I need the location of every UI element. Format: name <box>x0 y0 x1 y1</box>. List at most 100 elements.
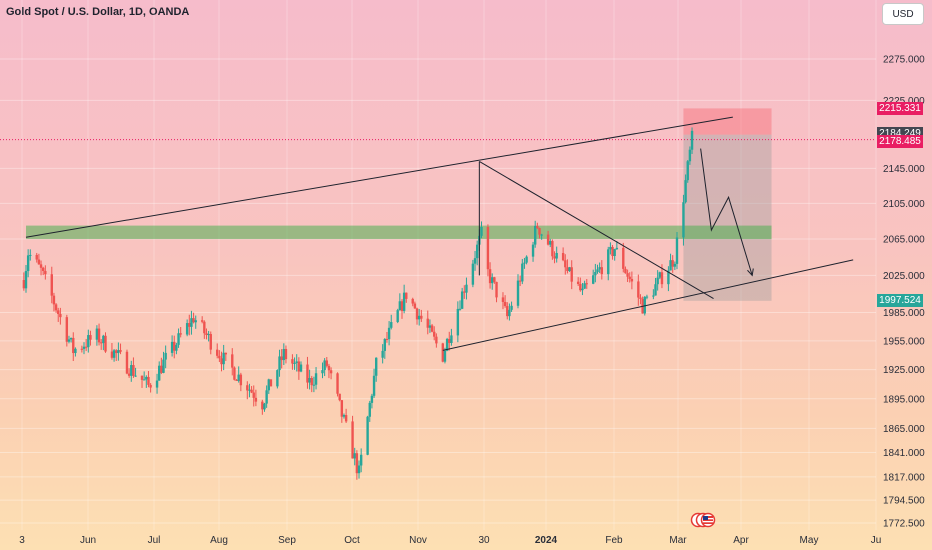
candle-body <box>667 270 670 285</box>
candle-body <box>252 392 255 398</box>
candle-body <box>132 365 135 376</box>
candle-body <box>669 260 672 271</box>
candle-body <box>503 301 507 307</box>
price-tag-stop-label: 2215.331 <box>879 102 921 114</box>
candle-body <box>396 310 399 323</box>
candle-body <box>158 365 161 381</box>
candle-body <box>179 333 182 335</box>
candle-body <box>445 338 449 351</box>
candle-body <box>428 325 432 328</box>
candle-body <box>390 322 393 328</box>
candle-body <box>583 283 586 289</box>
candle-body <box>493 277 496 282</box>
candle-body <box>102 335 105 344</box>
candle-body <box>338 393 341 401</box>
candle-body <box>546 234 550 245</box>
candle-body <box>24 271 28 289</box>
candle-body <box>140 375 144 380</box>
candle-body <box>400 301 404 311</box>
candle-body <box>375 357 378 376</box>
candle-body <box>336 373 339 394</box>
candle-body <box>192 318 195 323</box>
candle-body <box>127 373 131 376</box>
price-tag-target-label: 1997.524 <box>879 295 921 307</box>
candle-body <box>592 275 595 284</box>
y-tick-label: 2145.000 <box>883 164 925 175</box>
economic-events-icon[interactable] <box>690 512 716 528</box>
candle-body <box>456 308 460 336</box>
candle-body <box>248 389 251 391</box>
candle-body <box>564 260 567 268</box>
x-tick-label: Jun <box>80 535 96 546</box>
candle-body <box>52 295 56 305</box>
candle-body <box>293 362 296 364</box>
candle-body <box>265 390 268 404</box>
candle-body <box>443 350 447 362</box>
candle-body <box>624 268 627 274</box>
x-tick-label: Nov <box>409 535 427 546</box>
candle-body <box>327 365 331 371</box>
candle-body <box>147 376 150 385</box>
candle-body <box>194 320 197 323</box>
candle-body <box>188 323 191 327</box>
candle-body <box>97 328 101 343</box>
candle-body <box>200 320 204 322</box>
projection-path <box>700 148 753 276</box>
candle-body <box>145 376 148 380</box>
candle-body <box>540 234 543 236</box>
candle-body <box>654 284 657 296</box>
candle-body <box>506 306 509 317</box>
candle-body <box>72 337 75 354</box>
candle-body <box>353 453 356 459</box>
candle-body <box>312 384 316 386</box>
candle-body <box>254 397 258 402</box>
candle-body <box>415 308 419 320</box>
candle-body <box>351 421 354 459</box>
price-tag-last: 2178.485 <box>877 134 923 148</box>
candle-body <box>224 352 228 355</box>
candle-body <box>688 149 692 162</box>
y-tick-label: 1817.000 <box>883 472 925 483</box>
candle-body <box>579 283 582 291</box>
candle-body <box>426 318 429 328</box>
candle-body <box>207 334 210 336</box>
candle-body <box>329 370 333 374</box>
x-tick-label: Ju <box>871 535 882 546</box>
candle-body <box>117 350 120 354</box>
candle-body <box>553 256 556 259</box>
candle-body <box>402 292 406 311</box>
x-tick-label: Mar <box>669 535 687 546</box>
candle-body <box>611 246 614 257</box>
candle-body <box>475 244 479 259</box>
y-tick-label: 1955.000 <box>883 336 925 347</box>
candle-body <box>357 465 361 474</box>
candle-body <box>417 315 421 320</box>
x-tick-label: Sep <box>278 535 296 546</box>
candle-body <box>80 348 84 350</box>
candle-body <box>310 377 313 386</box>
candle-body <box>370 395 374 403</box>
x-tick-label: Apr <box>733 535 749 546</box>
candle-body <box>630 278 634 282</box>
candle-body <box>190 318 193 327</box>
candle-body <box>516 280 520 306</box>
currency-button[interactable]: USD <box>882 3 924 25</box>
candle-body <box>235 379 238 381</box>
candle-body <box>656 277 659 285</box>
candle-body <box>280 356 283 361</box>
x-tick-label: 2024 <box>535 535 558 546</box>
candle-body <box>596 269 599 273</box>
stop-loss-zone <box>683 108 772 135</box>
candle-body <box>342 415 346 417</box>
candle-body <box>609 246 612 250</box>
y-tick-label: 1985.000 <box>883 308 925 319</box>
projection-arrowhead <box>747 268 754 277</box>
candle-body <box>686 161 689 181</box>
x-tick-label: Aug <box>210 535 228 546</box>
candle-body <box>471 263 475 285</box>
candle-body <box>660 272 664 285</box>
candle-body <box>185 323 189 335</box>
candle-body <box>521 263 524 282</box>
